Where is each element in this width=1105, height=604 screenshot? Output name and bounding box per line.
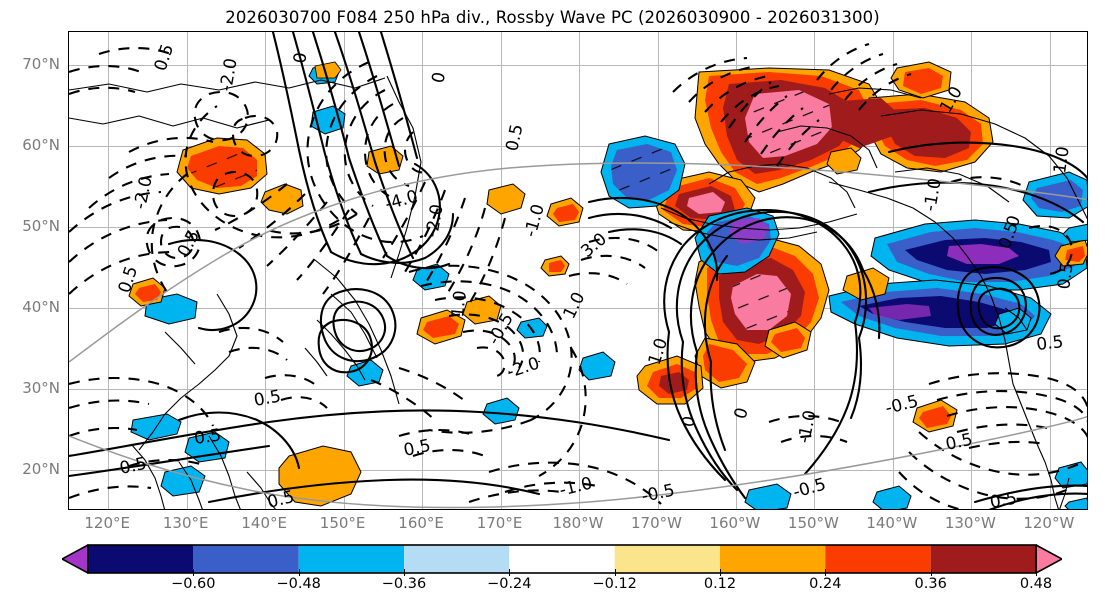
svg-text:0.5: 0.5 — [1054, 261, 1078, 291]
x-tick-label-130°E: 130°E — [162, 514, 209, 532]
colorbar-tickmark-−0.36 — [404, 569, 405, 576]
colorbar-tick-0.36: 0.36 — [914, 576, 947, 592]
svg-text:0.5: 0.5 — [1035, 332, 1064, 355]
colorbar-tickmark-0.36 — [930, 569, 932, 576]
colorbar-band-0 — [88, 545, 194, 573]
x-tick-label-160°E: 160°E — [398, 514, 444, 532]
x-tick-label-150°W: 150°W — [787, 514, 839, 532]
svg-text:0.5: 0.5 — [252, 387, 282, 411]
svg-text:0.5: 0.5 — [988, 489, 1018, 510]
chart-title: 2026030700 F084 250 hPa div., Rossby Wav… — [225, 8, 880, 27]
colorbar-band-1 — [193, 545, 299, 573]
x-tick-label-170°E: 170°E — [476, 514, 523, 532]
colorbar-band-5 — [614, 545, 720, 573]
x-axis-labels: 120°E 130°E 140°E 150°E 160°E 170°E 180°W 170°W… — [68, 514, 1088, 538]
colorbar-tick-−0.48: −0.48 — [276, 576, 321, 592]
colorbar-extend-max — [1035, 544, 1063, 574]
great-circle-arc — [69, 162, 1087, 509]
svg-text:0: 0 — [731, 405, 753, 421]
x-tick-label-150°E: 150°E — [319, 514, 366, 532]
colorbar-tick-−0.60: −0.60 — [171, 576, 216, 592]
colorbar-graphic — [61, 544, 1063, 574]
gridline-lat-40°N — [69, 308, 1087, 309]
colorbar-band-7 — [825, 545, 931, 573]
map-plot-area: 0.5 -2.0 -2.0 0.5 0.5 -4.0 0 0.5 0.5 0.5… — [68, 31, 1088, 510]
gridline-lat-20°N — [69, 470, 1087, 472]
gridline-lon-140°E — [265, 32, 267, 509]
map-canvas: 0.5 -2.0 -2.0 0.5 0.5 -4.0 0 0.5 0.5 0.5… — [69, 32, 1087, 509]
svg-text:0.5: 0.5 — [265, 487, 296, 510]
gridline-lat-70°N — [69, 64, 1087, 66]
y-tick-label-60°N: 60°N — [22, 135, 60, 154]
map-graphics: 0.5 -2.0 -2.0 0.5 0.5 -4.0 0 0.5 0.5 0.5… — [69, 32, 1087, 510]
x-tick-label-170°W: 170°W — [631, 514, 682, 532]
colorbar-tick-0.48: 0.48 — [1019, 576, 1053, 592]
x-tick-label-140°E: 140°E — [241, 514, 287, 532]
svg-text:1.0: 1.0 — [448, 290, 471, 319]
svg-text:0.5: 0.5 — [193, 425, 223, 449]
colorbar-tick-0.24: 0.24 — [809, 576, 842, 592]
colorbar-tickmark-−0.60 — [193, 569, 195, 576]
x-tick-label-120°E: 120°E — [84, 514, 130, 532]
colorbar-extend-min — [61, 544, 89, 574]
x-tick-label-120°W: 120°W — [1023, 514, 1075, 532]
colorbar-tickmark-−0.48 — [298, 569, 300, 576]
svg-text:0: 0 — [290, 51, 311, 65]
x-tick-label-130°W: 130°W — [944, 514, 996, 532]
gridline-lon-180°W — [579, 32, 580, 509]
x-tick-label-140°W: 140°W — [866, 514, 918, 532]
colorbar-tick-−0.24: −0.24 — [487, 576, 532, 592]
y-tick-label-40°N: 40°N — [22, 298, 60, 316]
divergence-negative-contours — [69, 42, 1087, 509]
y-tick-label-70°N: 70°N — [22, 54, 60, 73]
colorbar-band-8 — [930, 545, 1036, 573]
gridline-lon-150°E — [343, 32, 345, 509]
y-tick-label-30°N: 30°N — [22, 379, 60, 398]
colorbar-outline — [87, 544, 1037, 574]
x-tick-label-160°W: 160°W — [709, 514, 761, 532]
gridline-lat-60°N — [69, 145, 1087, 147]
colorbar-tick-0.12: 0.12 — [703, 576, 737, 592]
colorbar — [61, 544, 1063, 574]
gridline-lon-170°E — [500, 32, 502, 509]
y-axis-labels: 70°N 60°N 50°N 40°N 30°N 20°N — [0, 31, 1105, 510]
colorbar-tickmark-0.24 — [825, 569, 827, 576]
colorbar-tick-labels: −0.60 −0.48 −0.36 −0.24 −0.12 0.12 0.24 0.36 0.4… — [62, 569, 1062, 598]
gridline-lon-170°W — [657, 32, 659, 509]
colorbar-band-6 — [720, 545, 826, 573]
colorbar-tickmark-0.48 — [1036, 569, 1037, 576]
y-tick-label-50°N: 50°N — [22, 216, 60, 235]
colorbar-tickmark-0.12 — [720, 569, 721, 576]
gridline-lon-130°E — [186, 32, 188, 509]
colorbar-band-4 — [509, 545, 615, 573]
colorbar-tickmark-−0.24 — [509, 569, 511, 576]
gridline-lon-120°E — [108, 32, 110, 509]
gridline-lat-30°N — [69, 389, 1087, 391]
divergence-positive-contours — [69, 32, 1087, 509]
colorbar-tick-−0.36: −0.36 — [381, 576, 427, 592]
x-tick-label-180°W: 180°W — [552, 514, 604, 532]
svg-text:0: 0 — [428, 70, 450, 85]
colorbar-band-3 — [404, 545, 510, 573]
svg-text:0: 0 — [678, 414, 700, 429]
y-tick-label-20°N: 20°N — [22, 460, 60, 479]
svg-text:1.0: 1.0 — [1050, 145, 1074, 175]
pc-anomaly-fills — [128, 61, 1087, 509]
colorbar-tick-−0.12: −0.12 — [592, 576, 637, 592]
colorbar-band-2 — [298, 545, 404, 573]
colorbar-tickmark-−0.12 — [614, 569, 616, 576]
gridline-lat-50°N — [69, 226, 1087, 228]
